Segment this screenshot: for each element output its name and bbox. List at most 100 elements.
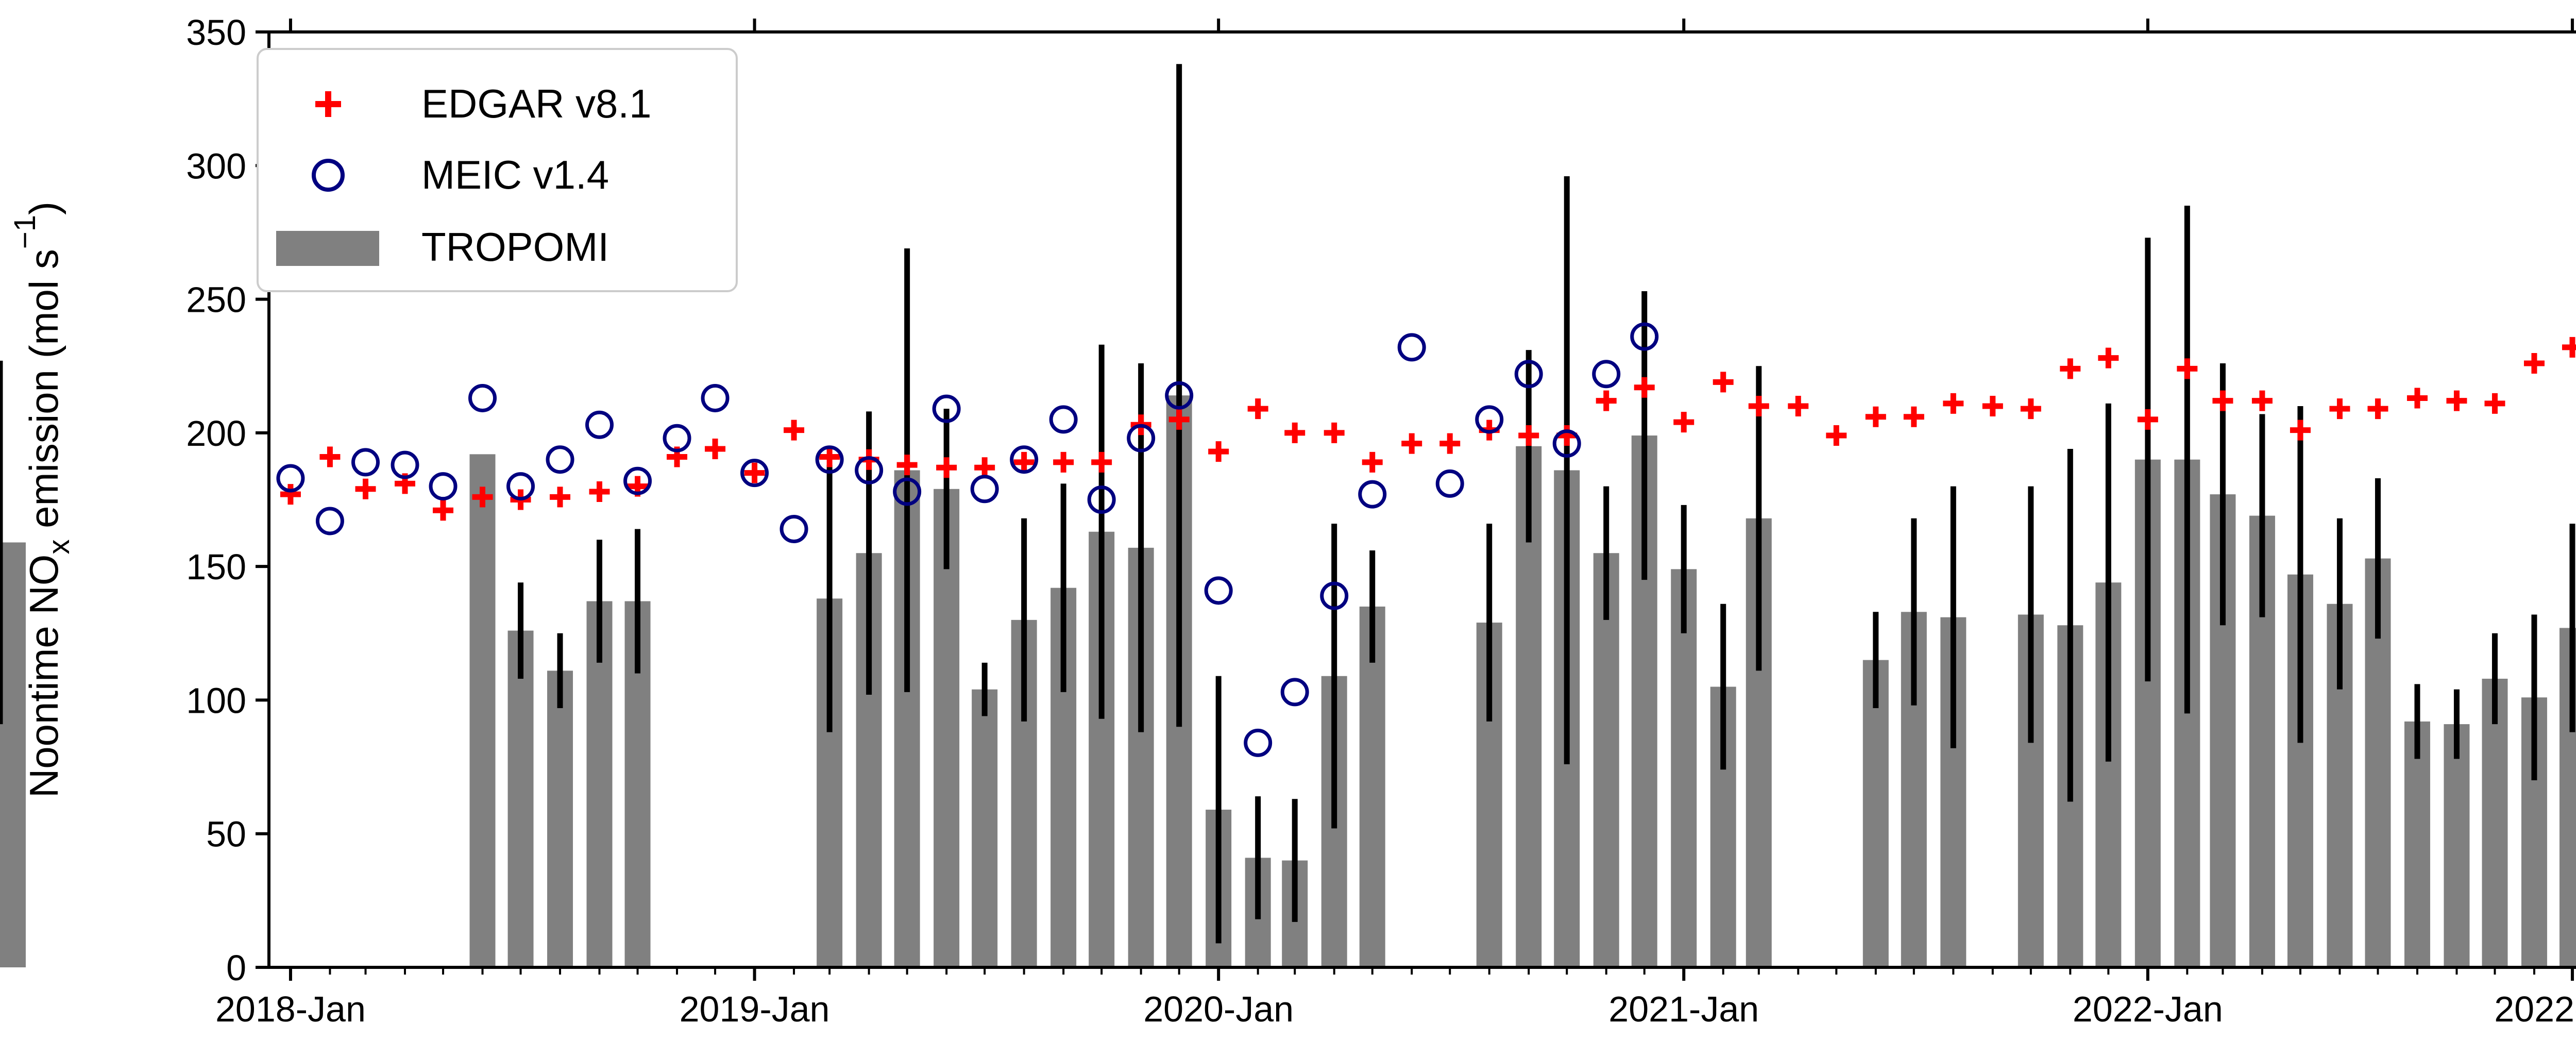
edgar-point-2020-03: [1284, 422, 1306, 443]
y-axis-label-end: ): [21, 202, 66, 215]
error-bars-layer: [0, 64, 2575, 944]
edgar-point-2021-04: [1788, 396, 1809, 416]
edgar-point-2019-06: [936, 457, 957, 478]
legend-label-tropomi: TROPOMI: [421, 224, 609, 270]
edgar-point-2019-02: [784, 420, 805, 441]
x-tick-label-2022-01-01: 2022-Jan: [2073, 989, 2223, 1029]
edgar-point-2021-08: [1943, 393, 1964, 414]
y-tick-label-200: 200: [186, 413, 246, 454]
edgar-point-2020-12: [1634, 377, 1655, 398]
legend-entry-edgar: EDGAR v8.1: [315, 81, 651, 126]
bar-2021-01: [1671, 569, 1697, 967]
meic-point-2018-07: [506, 472, 535, 501]
edgar-point-2020-05: [1362, 451, 1383, 473]
edgar-point-2020-01: [1208, 441, 1229, 462]
x-tick-label-2020-01-01: 2020-Jan: [1143, 989, 1294, 1029]
y-axis-label-sub: x: [42, 540, 76, 555]
meic-point-2018-11: [663, 424, 691, 452]
edgar-point-2022-05: [2290, 420, 2311, 441]
meic-point-2019-07: [970, 475, 999, 504]
meic-point-2019-06: [932, 394, 961, 423]
edgar-point-2019-10: [1091, 451, 1112, 473]
y-tick-label-300: 300: [186, 146, 246, 186]
edgar-point-2021-02: [1713, 372, 1734, 393]
edgar-point-2020-09: [1518, 425, 1539, 446]
meic-point-2020-08: [1475, 405, 1504, 434]
edgar-point-2018-03: [355, 478, 376, 499]
edgar-point-2021-07: [1903, 406, 1924, 427]
edgar-point-2022-07: [2367, 398, 2388, 420]
legend-entry-meic: MEIC v1.4: [312, 152, 609, 197]
edgar-point-2021-10: [2020, 398, 2041, 420]
meic-point-2020-04: [1320, 581, 1349, 610]
meic-point-2018-05: [429, 472, 457, 501]
bar-2018-08: [547, 671, 573, 967]
y-tick-label-100: 100: [186, 680, 246, 720]
meic-point-2018-09: [585, 410, 614, 439]
meic-point-2018-04: [391, 450, 419, 479]
legend-entry-tropomi: TROPOMI: [276, 224, 609, 270]
edgar-point-2021-01: [1673, 412, 1694, 433]
edgar-point-2019-01: [744, 462, 765, 483]
meic-point-2020-11: [1592, 360, 1621, 389]
edgar-point-2022-09: [2446, 390, 2467, 411]
edgar-point-2021-09: [1982, 396, 2003, 416]
x-tick-label-2021-01-01: 2021-Jan: [1608, 989, 1759, 1029]
y-tick-label-0: 0: [226, 948, 246, 988]
meic-point-2019-10: [1087, 485, 1116, 514]
edgar-point-2019-03: [819, 446, 840, 467]
edgar-point-2018-02: [319, 446, 341, 467]
legend-bar-swatch: [276, 231, 379, 266]
meic-point-2018-06: [468, 383, 497, 412]
edgar-point-2022-04: [2251, 390, 2273, 411]
edgar-point-2022-12: [2562, 337, 2576, 358]
edgar-point-2019-08: [1013, 451, 1035, 473]
meic-point-2018-03: [351, 448, 380, 477]
y-axis-label-sup: −1: [8, 215, 42, 249]
y-tick-label-250: 250: [186, 280, 246, 320]
meic-point-2019-09: [1049, 405, 1078, 434]
bar-2022-09: [2444, 724, 2470, 967]
meic-point-2020-05: [1358, 480, 1387, 509]
edgar-point-2019-07: [974, 457, 995, 478]
edgar-point-2018-05: [433, 500, 454, 521]
x-tick-label-2019-01-01: 2019-Jan: [680, 989, 830, 1029]
y-axis-label-main: Noontime NO: [21, 555, 66, 798]
legend: EDGAR v8.1 MEIC v1.4 TROPOMI: [257, 48, 738, 292]
bar-2021-06: [1862, 660, 1889, 967]
meic-point-2019-04: [855, 456, 884, 484]
meic-point-2019-02: [779, 515, 808, 544]
meic-point-2019-03: [815, 445, 844, 474]
meic-point-2020-10: [1552, 429, 1581, 458]
edgar-point-2022-01: [2137, 409, 2158, 430]
edgar-point-2018-06: [472, 487, 493, 508]
y-tick-label-350: 350: [186, 12, 246, 53]
edgar-point-2022-03: [2212, 390, 2233, 411]
bar-undefined: [0, 542, 26, 967]
edgar-point-2021-11: [2060, 358, 2081, 379]
meic-point-2020-07: [1435, 469, 1464, 498]
edgar-point-2021-12: [2098, 347, 2119, 368]
edgar-point-2019-09: [1053, 451, 1074, 473]
meic-point-2018-02: [315, 507, 344, 535]
meic-point-2020-06: [1397, 333, 1426, 362]
legend-label-edgar: EDGAR v8.1: [421, 81, 651, 126]
edgar-point-2018-01: [280, 484, 301, 505]
meic-point-2019-12: [1165, 381, 1194, 410]
edgar-point-2019-12: [1168, 409, 1190, 430]
edgar-point-2020-07: [1439, 433, 1461, 454]
meic-point-2019-05: [893, 477, 922, 506]
y-axis-label: Noontime NOx emission (mol s−1): [8, 202, 76, 798]
bar-2018-06: [469, 454, 496, 967]
edgar-point-2018-09: [589, 481, 610, 502]
meic-point-2019-08: [1010, 445, 1039, 474]
edgar-point-2021-03: [1748, 396, 1769, 416]
y-axis-label-mid: emission (mol s: [21, 249, 66, 539]
bar-2022-08: [2404, 721, 2430, 967]
meic-point-2018-12: [701, 383, 730, 412]
edgar-point-2021-05: [1826, 425, 1847, 446]
meic-point-2020-12: [1630, 322, 1659, 351]
edgar-point-2022-11: [2523, 353, 2545, 374]
